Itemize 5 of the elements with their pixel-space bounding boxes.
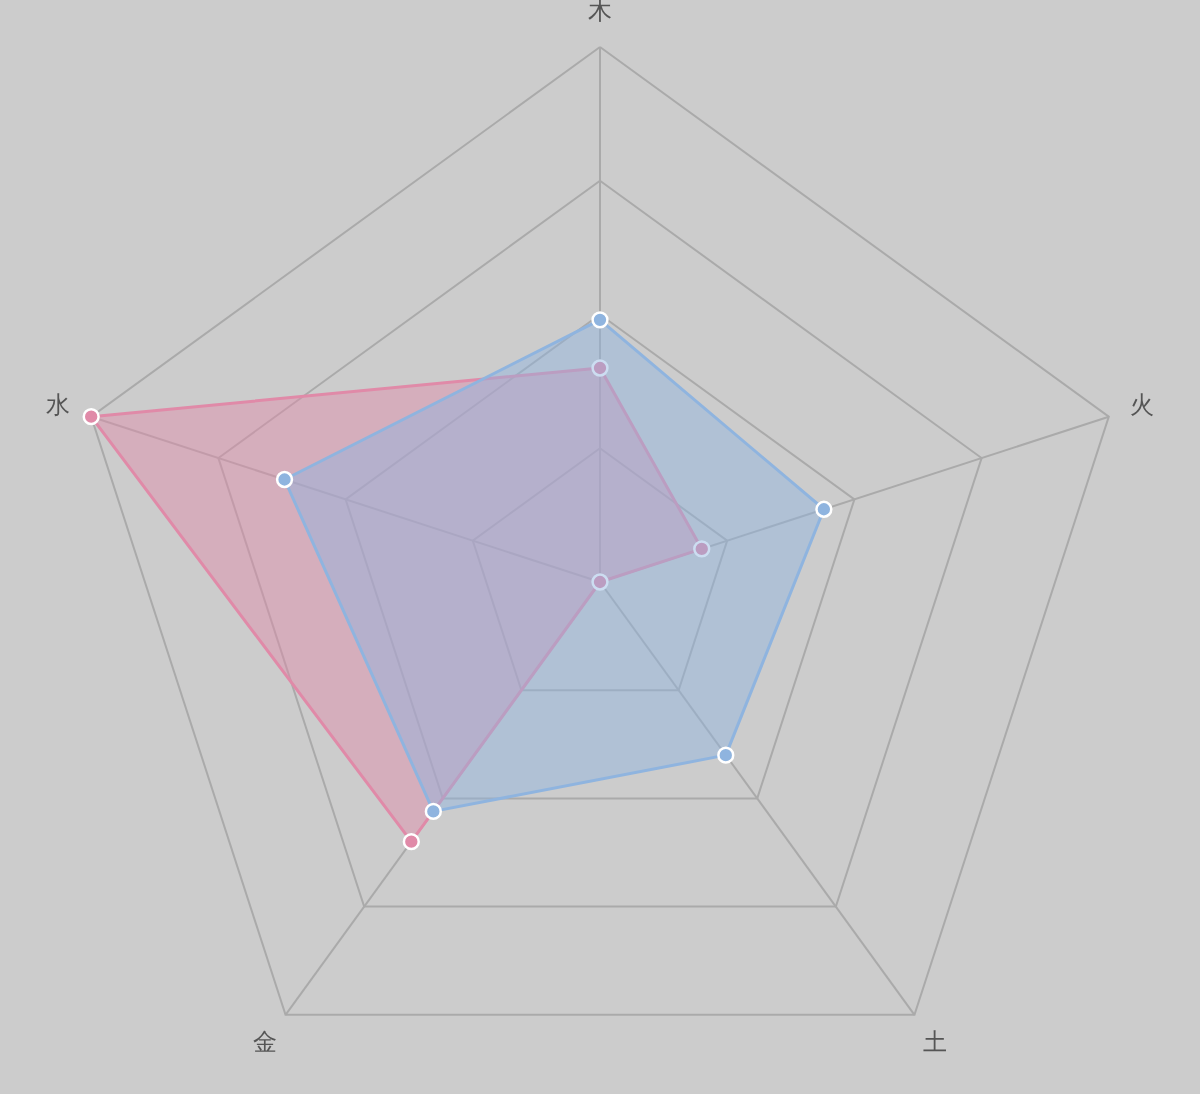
spoke-label: 水 [46, 390, 71, 419]
spoke-label: 金 [253, 1027, 278, 1056]
spoke-label: 火 [1129, 390, 1154, 419]
spoke-label: 土 [922, 1027, 947, 1056]
spoke-label: 木 [588, 0, 612, 26]
